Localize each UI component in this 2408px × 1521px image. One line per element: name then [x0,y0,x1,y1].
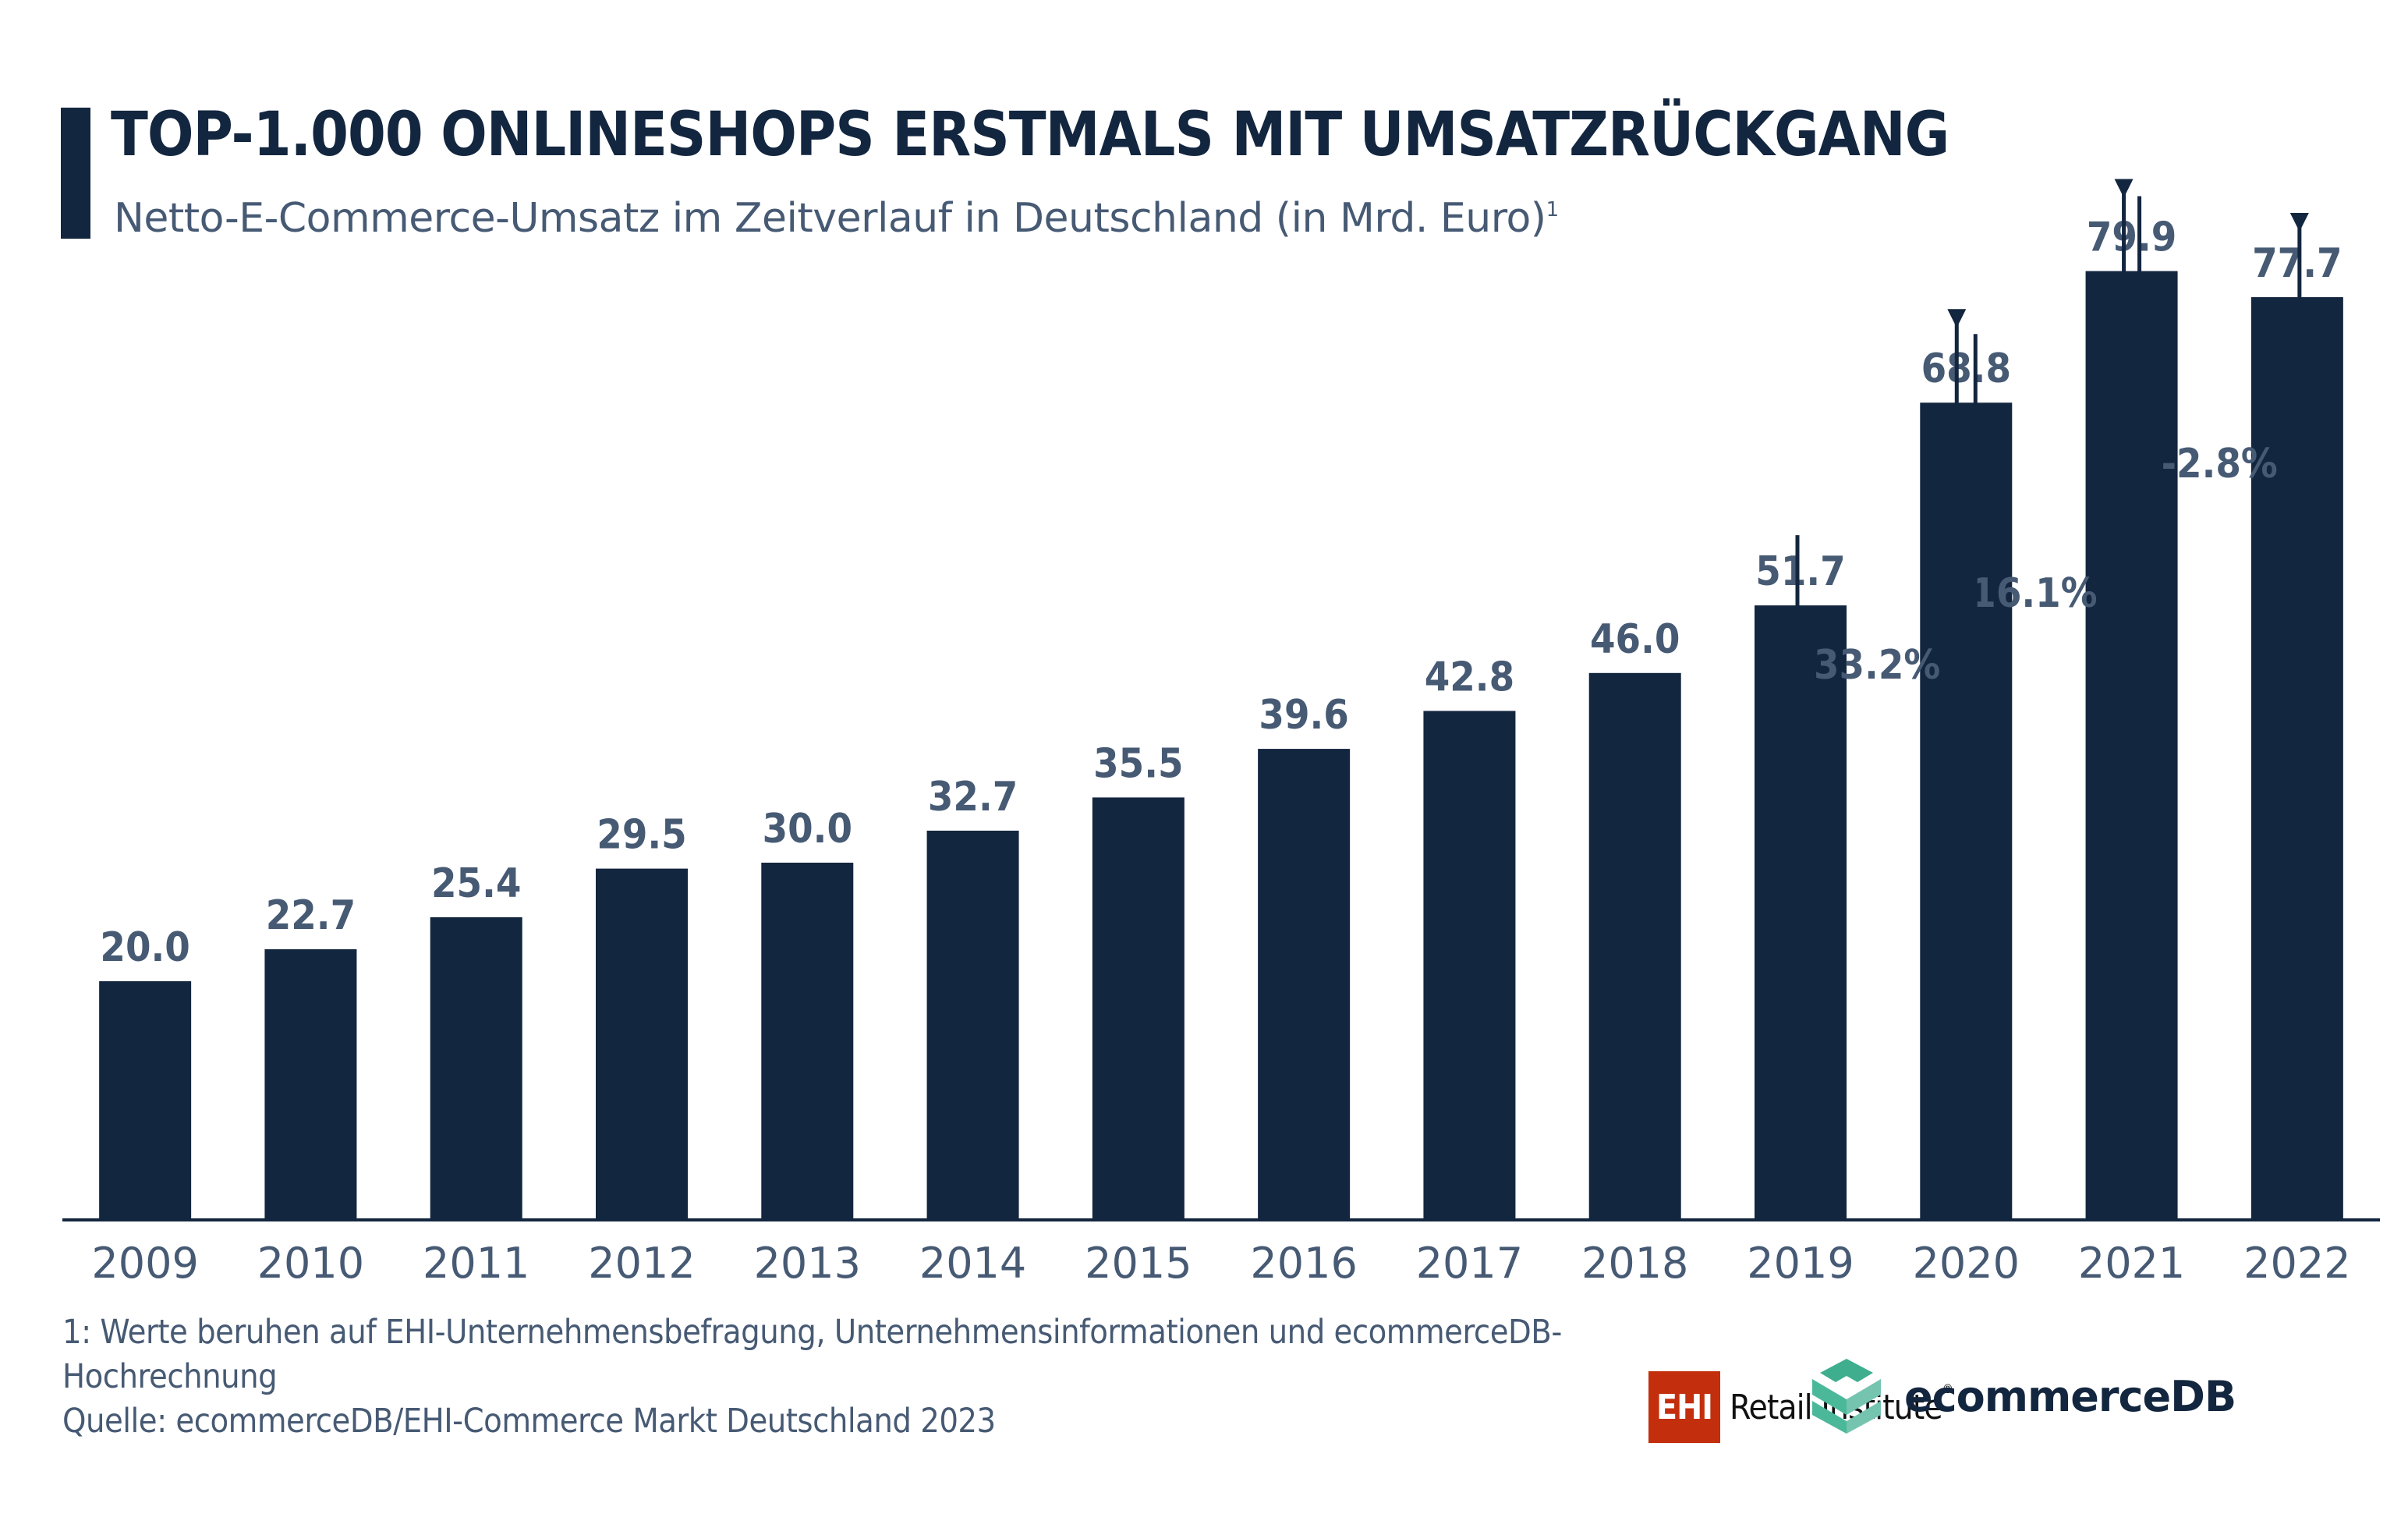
growth-label: 16.1% [1971,570,2097,617]
bar-2014 [926,830,1019,1218]
title-accent-bar [61,108,90,239]
value-label-2012: 29.5 [597,812,686,859]
growth-label: -2.8% [2162,441,2278,488]
bar-2018 [1588,672,1681,1218]
value-label-2018: 46.0 [1590,616,1680,663]
footnote: 1: Werte beruhen auf EHI-Unternehmensbef… [62,1310,1562,1444]
x-tick-2009: 2009 [91,1239,198,1288]
annotation-start-line [2137,196,2146,466]
bar-2009 [99,981,192,1218]
x-tick-2012: 2012 [588,1239,695,1288]
annotation-arrow-line [2293,214,2302,466]
annotation-arrow-line [1950,310,1959,667]
x-tick-2013: 2013 [754,1239,861,1288]
x-tick-2016: 2016 [1250,1239,1357,1288]
value-label-2014: 32.7 [928,774,1018,821]
x-tick-2017: 2017 [1416,1239,1523,1288]
growth-annotation-2021-2022: -2.8% [2137,196,2309,488]
bar-2013 [761,863,854,1218]
bar-2016 [1258,749,1351,1218]
source-line: Quelle: ecommerceDB/EHI-Commerce Markt D… [62,1402,996,1441]
footnote-line-1: 1: Werte beruhen auf EHI-Unternehmensbef… [62,1313,1562,1352]
bars-group [99,271,2343,1219]
x-tick-2019: 2019 [1747,1239,1854,1288]
value-label-2016: 39.6 [1259,692,1348,739]
value-label-2017: 42.8 [1425,654,1514,700]
bar-2011 [430,916,522,1218]
bar-2022 [2250,296,2343,1219]
x-tick-2018: 2018 [1581,1239,1688,1288]
x-tick-2020: 2020 [1913,1239,2020,1288]
growth-label: 33.2% [1814,642,1940,689]
value-label-2015: 35.5 [1093,740,1183,787]
registered-mark: ® [1942,1381,1953,1396]
x-tick-2010: 2010 [257,1239,364,1288]
bar-2017 [1423,711,1516,1218]
growth-annotation-2019-2020: 33.2% [1795,309,1967,689]
value-label-2019: 51.7 [1755,548,1845,595]
bar-2012 [596,868,688,1218]
chart-title: TOP-1.000 ONLINESHOPS ERSTMALS MIT UMSAT… [111,100,1949,170]
value-label-2020: 68.8 [1921,346,2011,392]
value-labels-group: 20.0 22.7 25.4 29.5 30.0 32.7 35.5 39.6 42.8 46.0… [100,214,2342,971]
growth-annotations-group: 33.2% 16.1% -2.8% [1795,179,2309,689]
x-tick-2014: 2014 [919,1239,1026,1288]
x-tick-2015: 2015 [1085,1239,1192,1288]
bar-2010 [264,948,357,1218]
bar-2019 [1755,605,1847,1218]
value-label-2021: 79.9 [2087,214,2176,261]
subtitle-text: Netto-E-Commerce-Umsatz im Zeitverlauf i… [114,195,1546,242]
value-label-2022: 77.7 [2252,240,2342,287]
annotation-start-line [1795,535,1804,667]
arrow-down-icon [1947,309,1967,328]
value-label-2010: 22.7 [266,892,356,939]
x-axis-ticks-group: 2009 2010 2011 2012 2013 2014 2015 2016 2017 2018… [91,1239,2350,1288]
x-tick-2021: 2021 [2078,1239,2185,1288]
arrow-down-icon [2114,179,2134,198]
bar-2021 [2085,271,2178,1218]
bar-2020 [1920,402,2013,1218]
ecommercedb-logo: ecommerceDB [1811,1359,2236,1434]
footnote-line-2: Hochrechnung [62,1357,278,1396]
growth-annotation-2020-2021: 16.1% [1971,179,2134,632]
ecommercedb-stack-icon [1812,1359,1881,1434]
value-label-2013: 30.0 [763,806,852,853]
x-tick-2011: 2011 [423,1239,529,1288]
ehi-logo-box: EHI [1648,1371,1720,1443]
arrow-down-icon [2289,212,2309,232]
value-label-2009: 20.0 [100,924,189,971]
ecommercedb-wordmark: ecommerceDB [1904,1371,2236,1421]
x-tick-2022: 2022 [2243,1239,2350,1288]
chart-subtitle: Netto-E-Commerce-Umsatz im Zeitverlauf i… [114,195,1559,242]
bar-2015 [1092,797,1185,1218]
subtitle-footnote-marker: 1 [1546,198,1560,222]
value-label-2011: 25.4 [431,860,521,907]
